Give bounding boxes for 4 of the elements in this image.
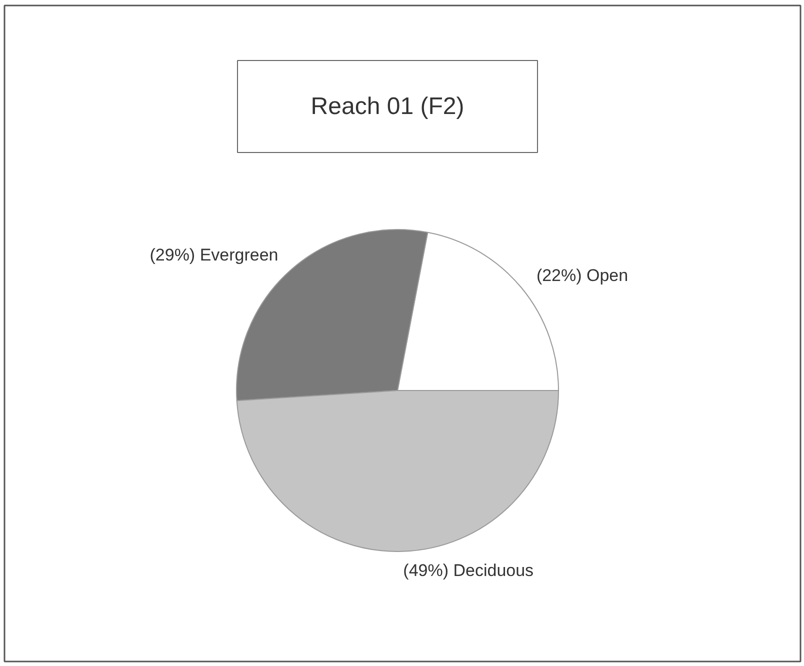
- slice-label: (22%) Open: [536, 266, 628, 286]
- chart-title: Reach 01 (F2): [310, 93, 464, 120]
- slice-label: (49%) Deciduous: [403, 561, 534, 580]
- slice-label: (29%) Evergreen: [150, 246, 278, 265]
